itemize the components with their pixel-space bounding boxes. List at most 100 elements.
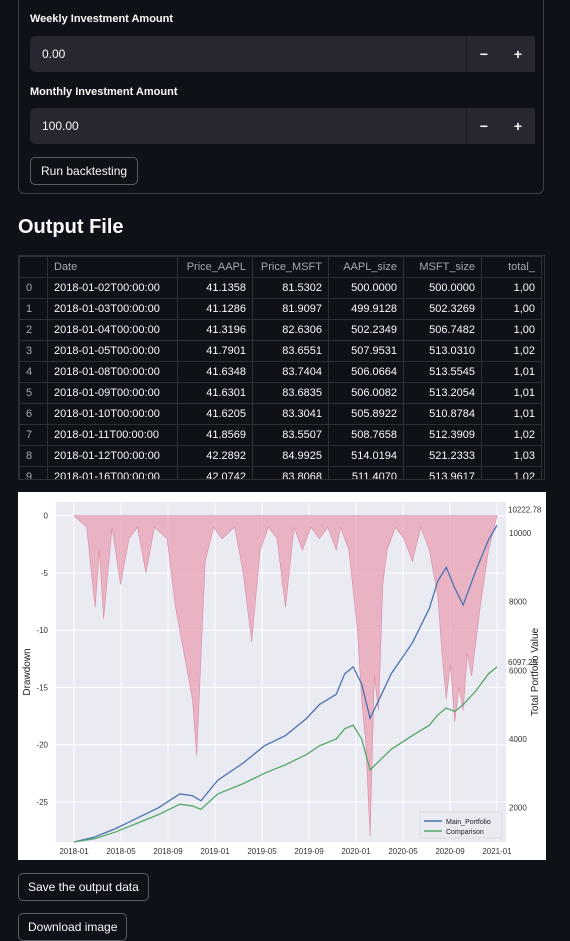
table-cell: 513.9617: [403, 466, 482, 479]
table-cell: 8: [19, 445, 48, 467]
x-tick-label: 2018-05: [106, 847, 136, 856]
monthly-decrement-button[interactable]: −: [479, 118, 489, 134]
weekly-increment-button[interactable]: +: [513, 46, 523, 62]
table-row[interactable]: 8 2018-01-12T00:00:00 42.2892 84.9925 514.01…: [19, 445, 542, 467]
y-left-tick-label: -25: [36, 798, 48, 807]
y-right-tick-label: 8000: [509, 598, 527, 607]
table-cell: 2018-01-05T00:00:00: [47, 340, 178, 362]
backtest-form: [18, 0, 544, 194]
table-row[interactable]: 5 2018-01-09T00:00:00 41.6301 83.6835 506.00…: [19, 382, 542, 404]
monthly-investment-label: Monthly Investment Amount: [30, 86, 178, 98]
table-row[interactable]: 3 2018-01-05T00:00:00 41.7901 83.6551 507.95…: [19, 340, 542, 362]
comparison-end-label: 6097.25: [508, 658, 537, 667]
table-cell: 41.1358: [177, 277, 253, 299]
table-row[interactable]: 2 2018-01-04T00:00:00 41.3196 82.6306 502.23…: [19, 319, 542, 341]
legend-label: Main_Portfolio: [446, 819, 491, 826]
table-cell: 502.2349: [328, 319, 404, 341]
table-cell: 1,00: [481, 319, 542, 341]
table-cell: 2018-01-10T00:00:00: [47, 403, 178, 425]
table-cell: 512.3909: [403, 424, 482, 446]
table-cell: 514.0194: [328, 445, 404, 467]
table-cell: 1,02: [481, 340, 542, 362]
legend-label: Comparison: [446, 829, 484, 836]
x-tick-label: 2019-09: [294, 847, 324, 856]
table-cell: 83.6835: [252, 382, 329, 404]
y-left-tick-label: -5: [41, 569, 49, 578]
table-cell: 2018-01-12T00:00:00: [47, 445, 178, 467]
table-cell: 2018-01-11T00:00:00: [47, 424, 178, 446]
table-cell: 506.0664: [328, 361, 404, 383]
table-row[interactable]: 7 2018-01-11T00:00:00 41.8569 83.5507 508.76…: [19, 424, 542, 446]
table-cell: 2018-01-09T00:00:00: [47, 382, 178, 404]
table-cell: 1,01: [481, 382, 542, 404]
column-header[interactable]: Price_AAPL: [177, 256, 253, 278]
x-tick-label: 2019-05: [247, 847, 277, 856]
y-left-tick-label: -20: [36, 741, 48, 750]
x-tick-label: 2020-01: [341, 847, 371, 856]
monthly-increment-button[interactable]: +: [513, 118, 523, 134]
table-row[interactable]: 6 2018-01-10T00:00:00 41.6205 83.3041 505.89…: [19, 403, 542, 425]
x-tick-label: 2018-09: [153, 847, 183, 856]
table-cell: 81.5302: [252, 277, 329, 299]
table-cell: 511.4070: [328, 466, 404, 479]
table-cell: 1,00: [481, 298, 542, 320]
table-row[interactable]: 9 2018-01-16T00:00:00 42.0742 83.8068 511.40…: [19, 466, 542, 479]
table-cell: 83.3041: [252, 403, 329, 425]
table-cell: 500.0000: [328, 277, 404, 299]
monthly-investment-input[interactable]: 100.00 − +: [30, 108, 535, 144]
legend-box: [419, 811, 503, 839]
column-header[interactable]: Date: [47, 256, 178, 278]
series-line-comparison: [73, 666, 498, 843]
series-line-main_portfolio: [73, 524, 498, 843]
portfolio-chart: 2018-01 2018-05 2018-09 2019-01 2019-05 2019-…: [18, 492, 546, 860]
monthly-investment-value[interactable]: 100.00: [42, 119, 79, 133]
table-cell: 1,01: [481, 403, 542, 425]
data-table: Date Price_AAPL Price_MSFT AAPL_size MSFT_si…: [19, 256, 542, 479]
column-header[interactable]: [19, 256, 48, 278]
output-table[interactable]: Date Price_AAPL Price_MSFT AAPL_size MSFT_si…: [18, 255, 545, 480]
table-cell: 0: [19, 277, 48, 299]
table-cell: 521.2333: [403, 445, 482, 467]
table-row[interactable]: 0 2018-01-02T00:00:00 41.1358 81.5302 500.00…: [19, 277, 542, 299]
table-cell: 9: [19, 466, 48, 479]
y-left-axis-label: Drawdown: [22, 648, 33, 695]
weekly-investment-input[interactable]: 0.00 − +: [30, 36, 535, 72]
weekly-decrement-button[interactable]: −: [479, 46, 489, 62]
table-cell: 4: [19, 361, 48, 383]
table-cell: 83.7404: [252, 361, 329, 383]
table-cell: 41.6301: [177, 382, 253, 404]
y-left-tick-label: 0: [44, 512, 49, 521]
table-row[interactable]: 1 2018-01-03T00:00:00 41.1286 81.9097 499.91…: [19, 298, 542, 320]
table-row[interactable]: 4 2018-01-08T00:00:00 41.6348 83.7404 506.06…: [19, 361, 542, 383]
table-cell: 41.1286: [177, 298, 253, 320]
column-header[interactable]: Price_MSFT: [252, 256, 329, 278]
save-output-button[interactable]: Save the output data: [18, 873, 149, 901]
column-header[interactable]: AAPL_size: [328, 256, 404, 278]
table-cell: 41.3196: [177, 319, 253, 341]
table-cell: 2018-01-08T00:00:00: [47, 361, 178, 383]
table-cell: 7: [19, 424, 48, 446]
x-tick-label: 2019-01: [200, 847, 230, 856]
table-cell: 83.6551: [252, 340, 329, 362]
monthly-stepper: − +: [466, 108, 535, 144]
y-right-tick-label: 10000: [509, 529, 532, 538]
table-cell: 513.0310: [403, 340, 482, 362]
table-cell: 506.7482: [403, 319, 482, 341]
table-header-row: Date Price_AAPL Price_MSFT AAPL_size MSFT_si…: [19, 256, 542, 278]
table-cell: 83.8068: [252, 466, 329, 479]
y-left-tick-label: -15: [36, 683, 48, 692]
table-cell: 506.0082: [328, 382, 404, 404]
run-backtesting-button[interactable]: Run backtesting: [30, 157, 139, 185]
weekly-investment-value[interactable]: 0.00: [42, 47, 66, 61]
table-cell: 1,02: [481, 424, 542, 446]
table-cell: 3: [19, 340, 48, 362]
drawdown-area: [73, 515, 498, 837]
column-header[interactable]: total_: [481, 256, 542, 278]
weekly-stepper: − +: [466, 36, 535, 72]
table-cell: 81.9097: [252, 298, 329, 320]
column-header[interactable]: MSFT_size: [403, 256, 482, 278]
table-cell: 513.2054: [403, 382, 482, 404]
download-image-button[interactable]: Download image: [18, 913, 128, 941]
table-cell: 1,03: [481, 445, 542, 467]
table-cell: 507.9531: [328, 340, 404, 362]
